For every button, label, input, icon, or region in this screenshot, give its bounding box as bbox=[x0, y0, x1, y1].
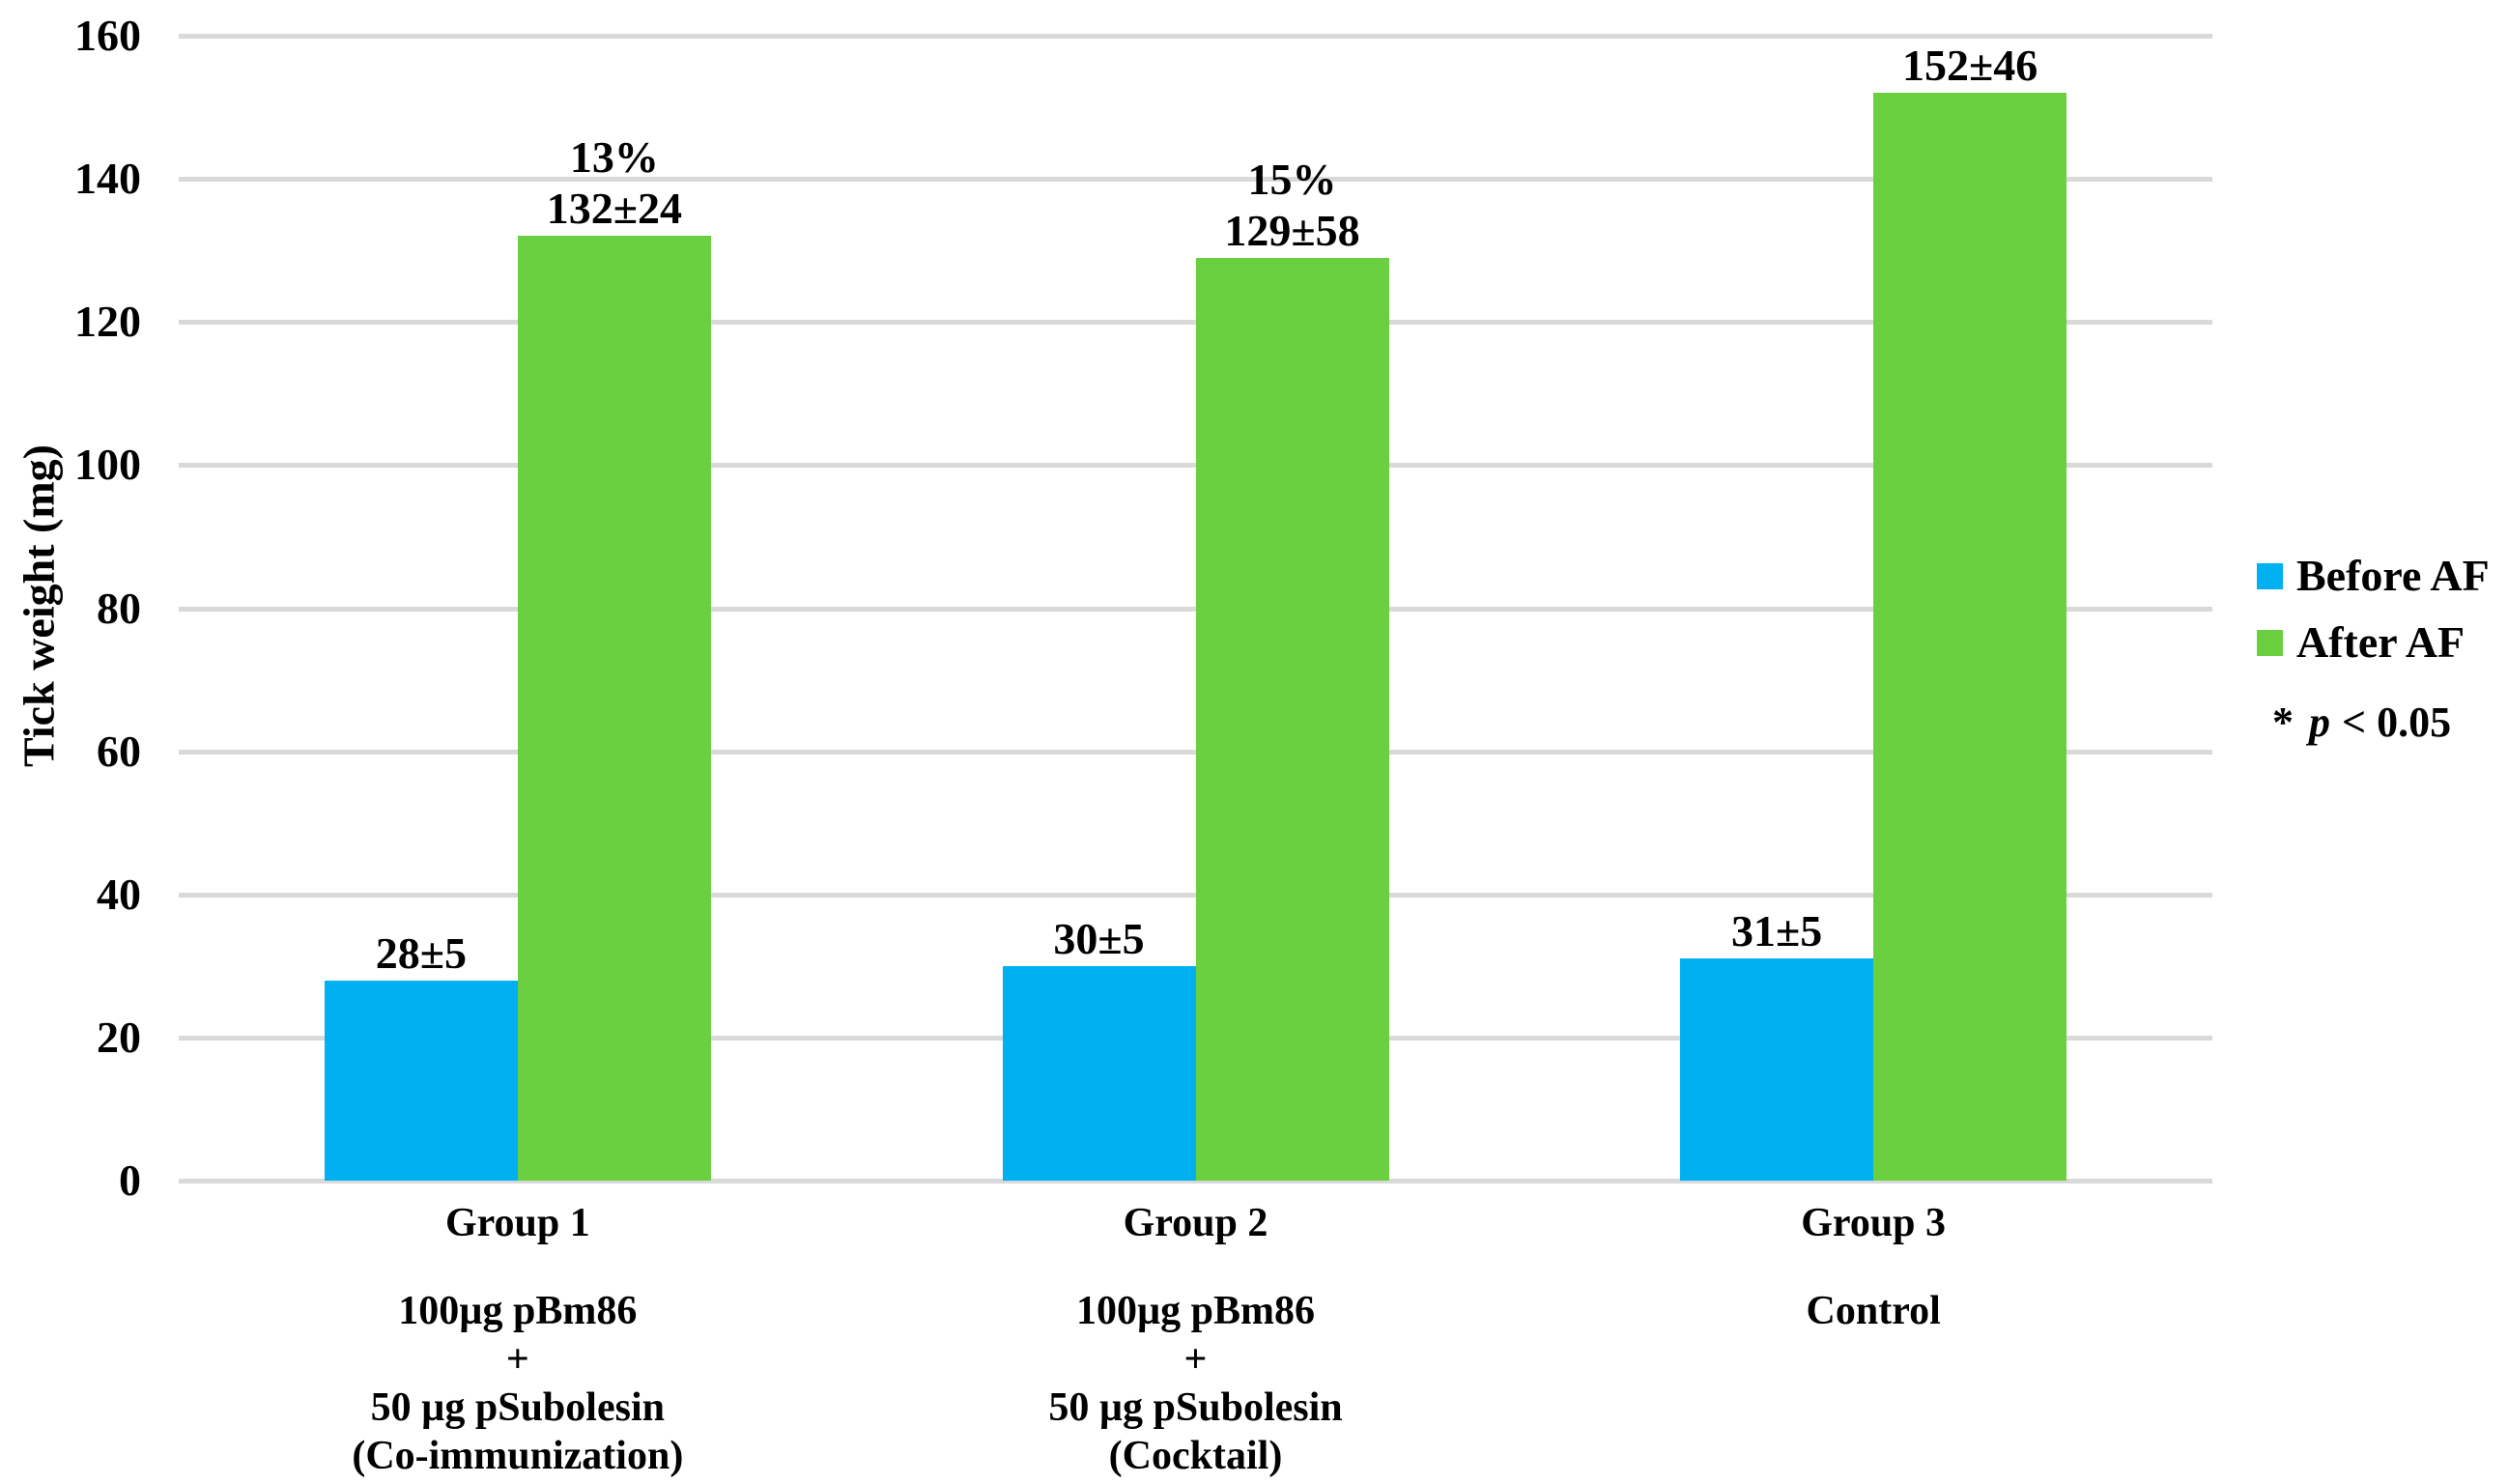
bar-after-af-group-2 bbox=[1195, 257, 1389, 1181]
value-label-before-af-group-3: 31±5 bbox=[1731, 906, 1823, 956]
gridline-160 bbox=[179, 34, 2212, 39]
bar-before-af-group-2 bbox=[1002, 965, 1196, 1181]
category-sublabel-line-group-2-2: 50 µg pSubolesin bbox=[1048, 1385, 1343, 1430]
y-tick-label-160: 160 bbox=[74, 11, 141, 60]
category-label-group-1: Group 1 bbox=[444, 1201, 590, 1245]
category-sublabel-group-2: 100µg pBm86 +50 µg pSubolesin (Cocktail) bbox=[887, 1287, 1505, 1480]
category-sublabel-group-3: Control bbox=[1564, 1287, 2182, 1335]
y-tick-label-40: 40 bbox=[97, 869, 141, 919]
value-label-before-af-group-1: 28±5 bbox=[375, 928, 467, 978]
value-label-after-af-group-2: 129±58 bbox=[1224, 205, 1360, 255]
category-sublabel-line-group-1-1: + bbox=[505, 1337, 529, 1382]
percent-label-group-1: 13% bbox=[569, 132, 659, 183]
significance-comparison: < 0.05 bbox=[2342, 699, 2452, 746]
value-label-before-af-group-2: 30±5 bbox=[1053, 913, 1145, 963]
y-tick-label-60: 60 bbox=[97, 726, 141, 776]
legend-item-after-af: After AF bbox=[2257, 617, 2490, 668]
category-label-group-3: Group 3 bbox=[1801, 1201, 1947, 1245]
y-tick-label-0: 0 bbox=[119, 1156, 141, 1205]
legend-swatch-before-af bbox=[2257, 562, 2283, 589]
category-sublabel-line-group-1-3: (Co-immunization) bbox=[352, 1434, 684, 1478]
value-label-after-af-group-3: 152±46 bbox=[1902, 41, 2038, 91]
gridline-140 bbox=[179, 177, 2212, 183]
category-sublabel-line-group-2-0: 100µg pBm86 bbox=[1075, 1289, 1316, 1333]
legend-label-after-af: After AF bbox=[2296, 617, 2465, 667]
value-label-after-af-group-1: 132±24 bbox=[546, 184, 682, 234]
bar-after-af-group-1 bbox=[517, 236, 711, 1181]
legend: Before AF After AF bbox=[2257, 551, 2490, 684]
category-sublabel-line-group-3-0: Control bbox=[1806, 1289, 1941, 1333]
y-tick-label-80: 80 bbox=[97, 583, 141, 633]
category-sublabel-line-group-2-1: + bbox=[1183, 1337, 1208, 1382]
bar-before-af-group-1 bbox=[324, 980, 518, 1181]
category-label-group-2: Group 2 bbox=[1123, 1201, 1268, 1245]
category-sublabel-group-1: 100µg pBm86 +50 µg pSubolesin (Co-immuniza… bbox=[209, 1287, 827, 1480]
y-tick-label-140: 140 bbox=[74, 154, 141, 204]
y-tick-label-100: 100 bbox=[74, 440, 141, 490]
legend-label-before-af: Before AF bbox=[2296, 551, 2490, 600]
category-sublabel-line-group-1-2: 50 µg pSubolesin bbox=[370, 1385, 665, 1430]
legend-item-before-af: Before AF bbox=[2257, 551, 2490, 601]
percent-label-group-2: 15% bbox=[1247, 154, 1337, 204]
y-tick-label-120: 120 bbox=[74, 297, 141, 347]
category-sublabel-line-group-1-0: 100µg pBm86 bbox=[398, 1289, 638, 1333]
category-sublabel-line-group-2-3: (Cocktail) bbox=[1108, 1434, 1283, 1478]
significance-note: * p < 0.05 bbox=[2272, 699, 2451, 747]
bar-before-af-group-3 bbox=[1680, 958, 1874, 1181]
y-tick-label-20: 20 bbox=[97, 1012, 141, 1062]
gridline-0 bbox=[179, 1179, 2212, 1184]
significance-star: * bbox=[2272, 699, 2294, 746]
legend-swatch-after-af bbox=[2257, 629, 2283, 656]
bar-after-af-group-3 bbox=[1873, 93, 2067, 1181]
significance-p-symbol: p bbox=[2309, 699, 2330, 746]
